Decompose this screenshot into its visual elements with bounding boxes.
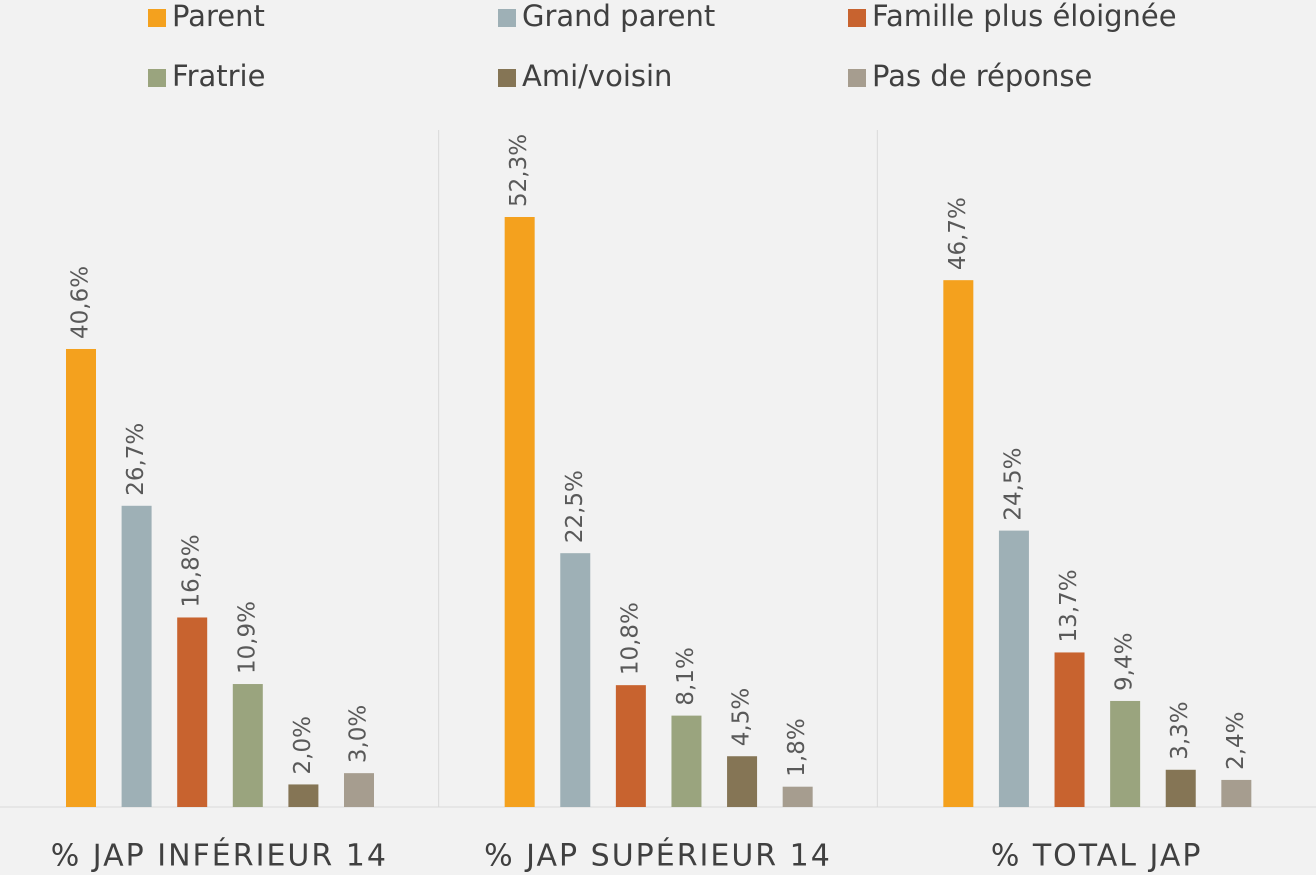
legend-label: Fratrie: [172, 59, 265, 93]
bar: [232, 684, 263, 807]
data-label: 22,5%: [562, 470, 588, 543]
data-label: 8,1%: [673, 647, 699, 705]
data-label: 9,4%: [1112, 633, 1138, 691]
bar: [288, 784, 319, 807]
legend-label: Parent: [172, 0, 265, 33]
bar: [1054, 652, 1085, 807]
data-label: 10,9%: [234, 601, 260, 674]
data-label: 13,7%: [1056, 569, 1082, 642]
bar: [1221, 779, 1252, 807]
bar: [66, 348, 96, 807]
bar: [1165, 769, 1196, 807]
bar: [504, 217, 535, 807]
bar: [177, 617, 208, 807]
bar: [344, 773, 374, 807]
data-label: 10,8%: [617, 602, 643, 675]
bar: [782, 786, 813, 807]
legend-label: Ami/voisin: [522, 59, 672, 93]
data-label: 4,5%: [729, 688, 755, 746]
data-label: 2,0%: [290, 716, 316, 774]
legend-label: Famille plus éloignée: [872, 0, 1177, 33]
legend-label: Pas de réponse: [872, 59, 1092, 93]
bar: [560, 553, 591, 807]
data-label: 1,8%: [784, 718, 810, 776]
bar: [671, 715, 702, 807]
x-tick-label: % TOTAL JAP: [991, 839, 1203, 874]
bar: [727, 756, 758, 807]
data-label: 3,0%: [346, 705, 372, 763]
legend-label: Grand parent: [522, 0, 715, 33]
data-label: 3,3%: [1167, 701, 1193, 759]
x-tick-label: % JAP INFÉRIEUR 14: [51, 838, 388, 874]
legend-swatch: [498, 9, 516, 27]
bar: [121, 505, 152, 807]
data-label: 16,8%: [179, 534, 205, 607]
data-label: 2,4%: [1223, 711, 1249, 769]
legend-swatch: [848, 69, 866, 87]
bar: [998, 530, 1029, 807]
data-label: 26,7%: [123, 423, 149, 496]
bar: [1110, 700, 1141, 807]
legend-swatch: [148, 9, 166, 27]
data-label: 24,5%: [1000, 448, 1026, 521]
legend-swatch: [848, 9, 866, 27]
x-tick-label: % JAP SUPÉRIEUR 14: [484, 838, 832, 874]
bar: [615, 685, 646, 807]
bar: [943, 280, 974, 807]
legend-swatch: [498, 69, 516, 87]
legend-swatch: [148, 69, 166, 87]
data-label: 52,3%: [506, 134, 532, 207]
data-label: 40,6%: [68, 266, 94, 339]
data-label: 46,7%: [945, 197, 971, 270]
